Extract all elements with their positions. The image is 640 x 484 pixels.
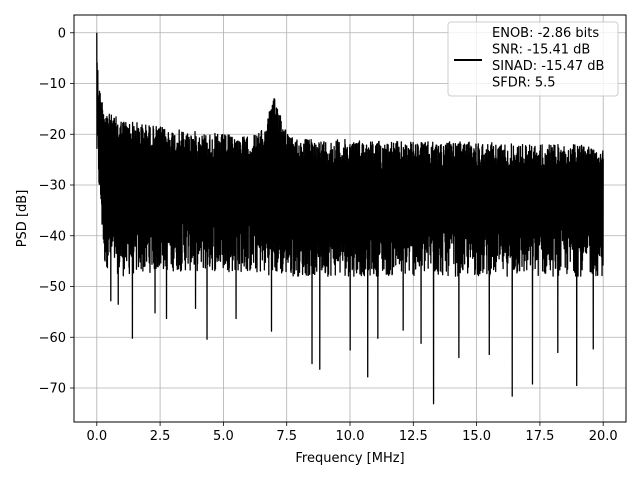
x-tick-label: 17.5	[525, 429, 554, 444]
psd-line	[96, 32, 604, 405]
x-tick-label: 0.0	[86, 429, 107, 444]
legend-text-line: ENOB: -2.86 bits	[492, 26, 599, 41]
legend-text-line: SINAD: -15.47 dB	[492, 59, 604, 74]
y-tick-label: −60	[39, 331, 66, 346]
x-axis-label: Frequency [MHz]	[295, 451, 404, 466]
psd-trace	[96, 32, 604, 405]
x-tick-label: 2.5	[150, 429, 171, 444]
y-tick-label: −70	[39, 381, 66, 396]
y-axis-label: PSD [dB]	[15, 190, 30, 248]
x-tick-label: 5.0	[213, 429, 234, 444]
x-tick-label: 15.0	[462, 429, 491, 444]
y-tick-label: 0	[58, 26, 66, 41]
y-tick-label: −40	[39, 229, 66, 244]
y-tick-label: −30	[39, 179, 66, 194]
y-axis-ticks: 0 −10 −20 −30 −40 −50 −60 −70	[39, 26, 74, 396]
legend-text-line: SNR: -15.41 dB	[492, 43, 590, 58]
x-tick-label: 7.5	[276, 429, 297, 444]
y-tick-label: −10	[39, 77, 66, 92]
x-axis-ticks: 0.0 2.5 5.0 7.5 10.0 12.5 15.0 17.5 20.0	[86, 422, 618, 444]
y-tick-label: −50	[39, 280, 66, 295]
y-tick-label: −20	[39, 128, 66, 143]
legend-box	[447, 21, 619, 97]
x-tick-label: 20.0	[589, 429, 618, 444]
legend-text-line: SFDR: 5.5	[492, 76, 556, 91]
x-tick-label: 12.5	[399, 429, 428, 444]
x-tick-label: 10.0	[336, 429, 365, 444]
